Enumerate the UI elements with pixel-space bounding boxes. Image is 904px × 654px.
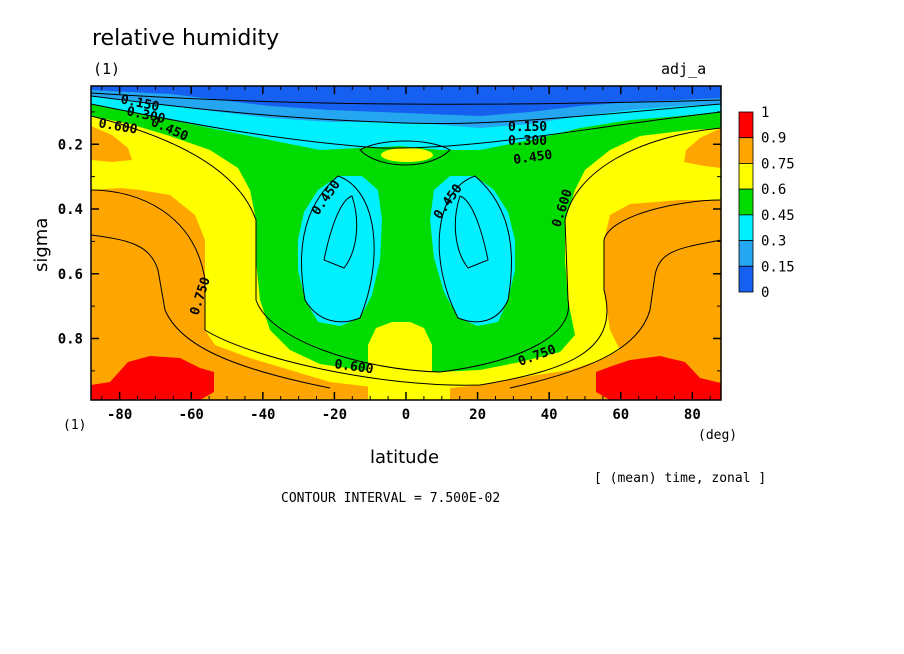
x-tick-label: -40 — [250, 407, 275, 423]
colorbar-label: 0.9 — [761, 131, 786, 147]
x-tick-label: 20 — [469, 407, 486, 423]
colorbar-label: 0.75 — [761, 156, 795, 172]
corner-id: (1) — [63, 418, 86, 433]
colorbar-label: 0.6 — [761, 182, 786, 198]
panel-id: (1) — [93, 60, 120, 78]
fill-030-045-dry-north — [430, 176, 515, 326]
averaging-note: [ (mean) time, zonal ] — [594, 471, 766, 486]
contour-label: 0.600 — [97, 116, 138, 138]
colorbar-label: 0.15 — [761, 259, 795, 275]
contour-interval: CONTOUR INTERVAL = 7.500E-02 — [281, 491, 500, 506]
y-axis-label: sigma — [31, 218, 52, 272]
colorbar-label: 0.3 — [761, 234, 786, 250]
colorbar-label: 1 — [761, 105, 769, 121]
contour-label: 0.450 — [512, 148, 553, 168]
colorbar-label: 0 — [761, 285, 769, 301]
fill-060-upper-lens — [381, 148, 433, 162]
contour-label: 0.300 — [508, 134, 547, 149]
x-tick-label: -80 — [107, 407, 132, 423]
x-tick-label: 0 — [402, 407, 410, 423]
x-tick-label: 40 — [541, 407, 558, 423]
x-tick-label: 60 — [612, 407, 629, 423]
fill-090-100-south — [91, 356, 214, 400]
x-unit: (deg) — [698, 428, 737, 443]
colorbar-swatch — [738, 240, 754, 267]
fill-030-045-dry-south — [298, 176, 382, 326]
y-tick-label: 0.6 — [58, 267, 83, 283]
contour-label: 0.600 — [333, 357, 374, 377]
colorbar-swatch — [738, 188, 754, 216]
colorbar-swatch — [738, 214, 754, 241]
y-tick-label: 0.2 — [58, 137, 83, 153]
x-tick-label: 80 — [684, 407, 701, 423]
x-axis: -80 -60 -40 -20 0 20 40 60 80 — [101, 86, 711, 423]
chart-title: relative humidity — [92, 26, 279, 51]
experiment-label: adj_a — [661, 60, 706, 78]
fill-000-015 — [91, 86, 721, 116]
x-axis-label: latitude — [370, 447, 439, 468]
y-tick-label: 0.8 — [58, 331, 83, 347]
y-axis: 0.2 0.4 0.6 0.8 — [58, 111, 721, 372]
colorbar-swatch — [738, 111, 754, 139]
colorbar: 0 0.15 0.3 0.45 0.6 0.75 0.9 1 — [738, 105, 795, 301]
contour-field — [91, 86, 721, 400]
colorbar-swatch — [738, 163, 754, 190]
fill-045-060 — [91, 86, 721, 372]
colorbar-label: 0.45 — [761, 208, 795, 224]
colorbar-swatch — [738, 265, 754, 293]
contour-lines — [91, 92, 721, 389]
y-tick-label: 0.4 — [58, 202, 83, 218]
fill-075-upper-north — [684, 128, 721, 168]
x-tick-label: -20 — [322, 407, 347, 423]
fill-075-upper-south — [91, 126, 132, 162]
fill-090-100-north — [596, 356, 721, 400]
contour-label: 0.150 — [508, 120, 547, 135]
colorbar-swatch — [738, 137, 754, 164]
x-tick-label: -60 — [179, 407, 204, 423]
